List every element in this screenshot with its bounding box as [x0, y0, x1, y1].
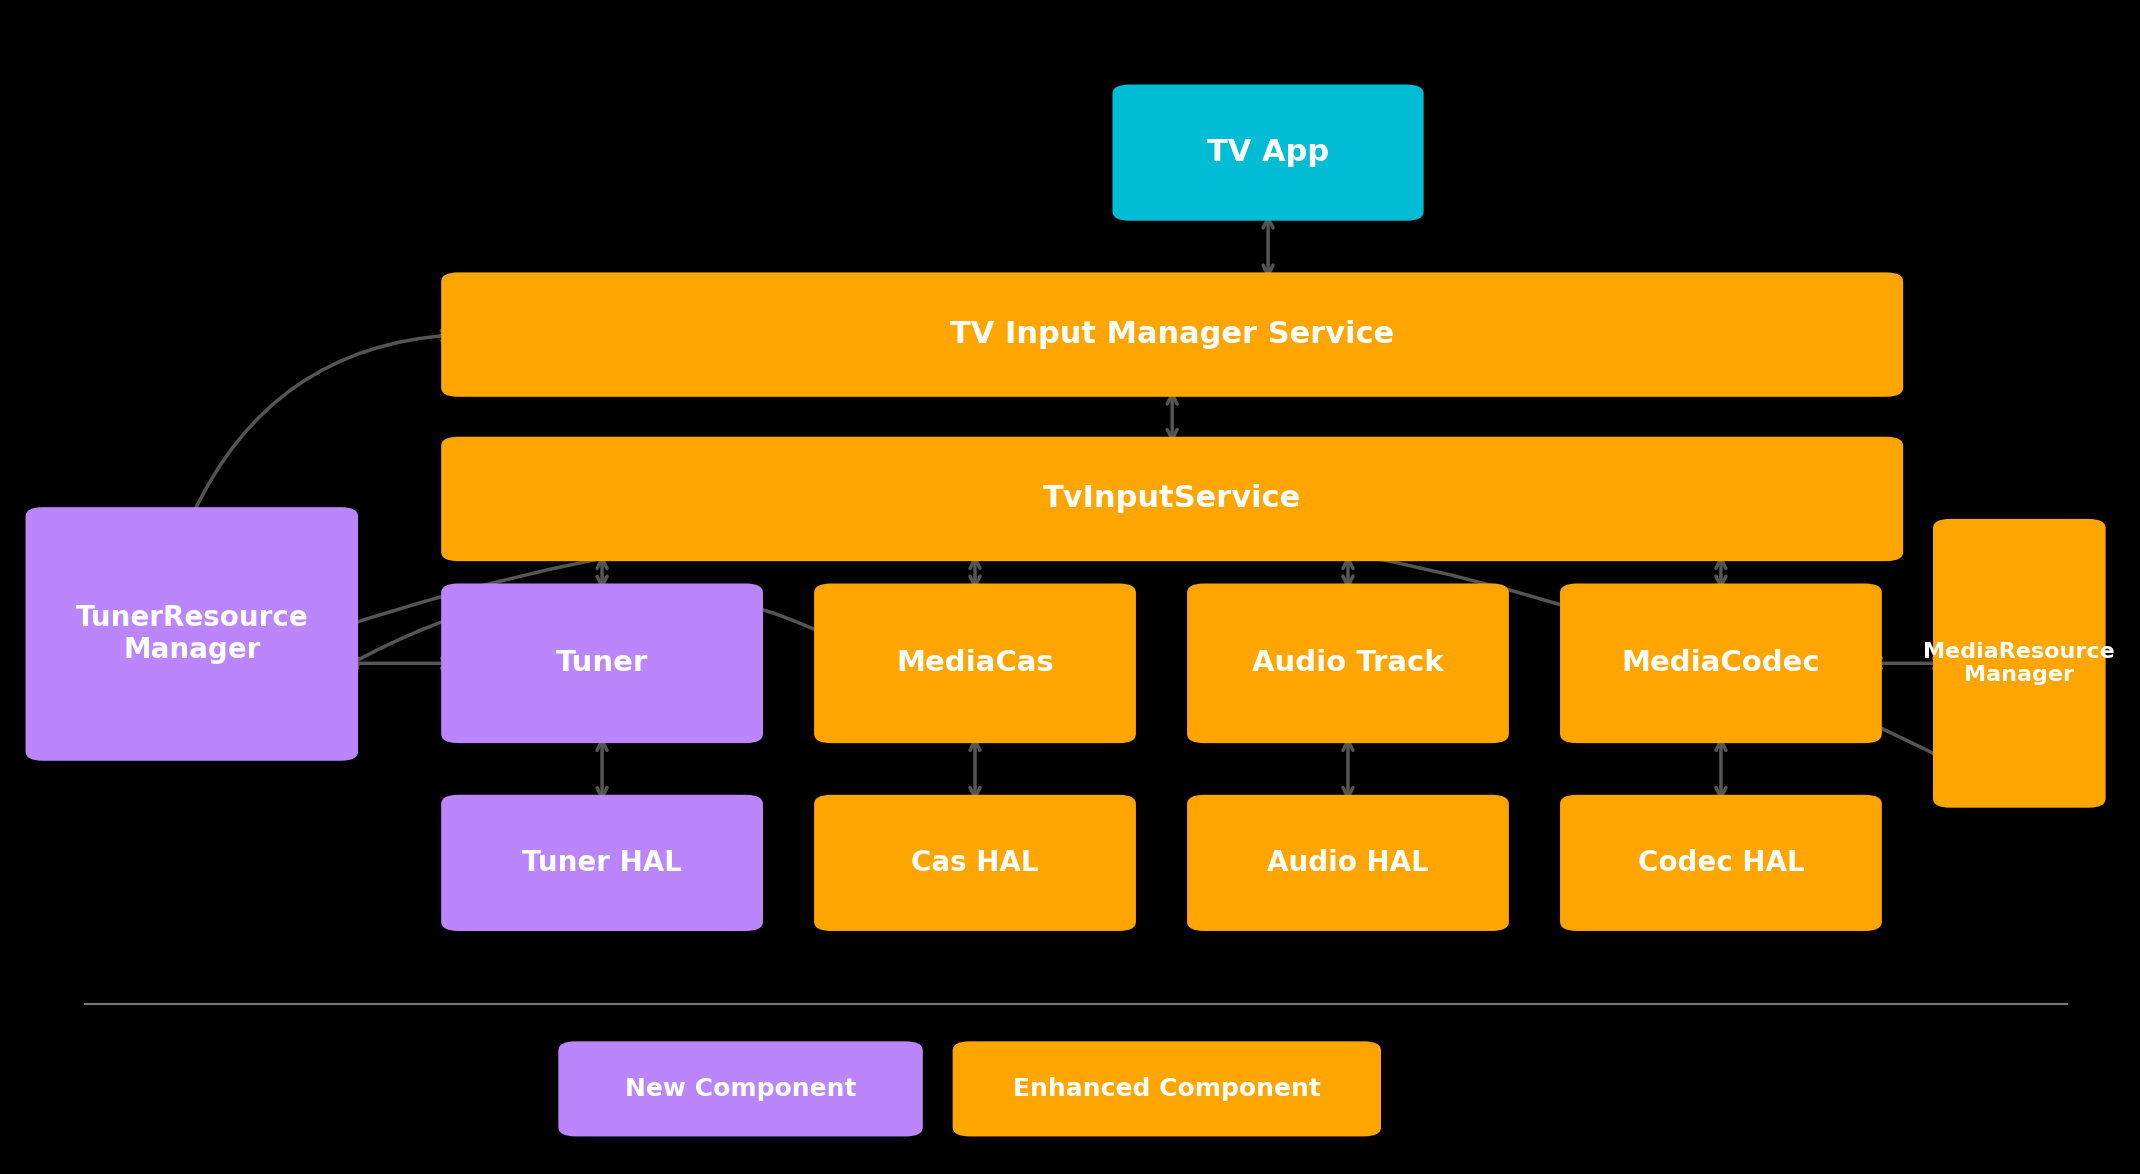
Text: Cas HAL: Cas HAL [912, 849, 1038, 877]
FancyBboxPatch shape [26, 507, 357, 761]
Text: TV Input Manager Service: TV Input Manager Service [950, 321, 1395, 349]
FancyBboxPatch shape [1188, 583, 1509, 743]
Text: New Component: New Component [625, 1077, 856, 1101]
FancyBboxPatch shape [952, 1041, 1380, 1136]
Text: Audio HAL: Audio HAL [1267, 849, 1430, 877]
FancyBboxPatch shape [813, 583, 1136, 743]
Text: Tuner HAL: Tuner HAL [522, 849, 683, 877]
FancyBboxPatch shape [441, 272, 1902, 397]
FancyBboxPatch shape [1560, 583, 1881, 743]
FancyBboxPatch shape [1188, 795, 1509, 931]
Text: MediaCas: MediaCas [897, 649, 1053, 677]
Text: TunerResource
Manager: TunerResource Manager [75, 603, 308, 664]
Text: Codec HAL: Codec HAL [1637, 849, 1804, 877]
FancyBboxPatch shape [1560, 795, 1881, 931]
FancyBboxPatch shape [1932, 519, 2106, 808]
FancyBboxPatch shape [813, 795, 1136, 931]
Text: TvInputService: TvInputService [1042, 485, 1301, 513]
Text: Audio Track: Audio Track [1252, 649, 1444, 677]
Text: Enhanced Component: Enhanced Component [1012, 1077, 1320, 1101]
FancyBboxPatch shape [441, 437, 1902, 561]
Text: MediaResource
Manager: MediaResource Manager [1924, 642, 2114, 684]
FancyBboxPatch shape [441, 583, 764, 743]
Text: MediaCodec: MediaCodec [1622, 649, 1821, 677]
Text: TV App: TV App [1207, 139, 1329, 167]
FancyBboxPatch shape [1113, 85, 1423, 221]
Text: Tuner: Tuner [556, 649, 648, 677]
FancyBboxPatch shape [559, 1041, 922, 1136]
FancyBboxPatch shape [441, 795, 764, 931]
